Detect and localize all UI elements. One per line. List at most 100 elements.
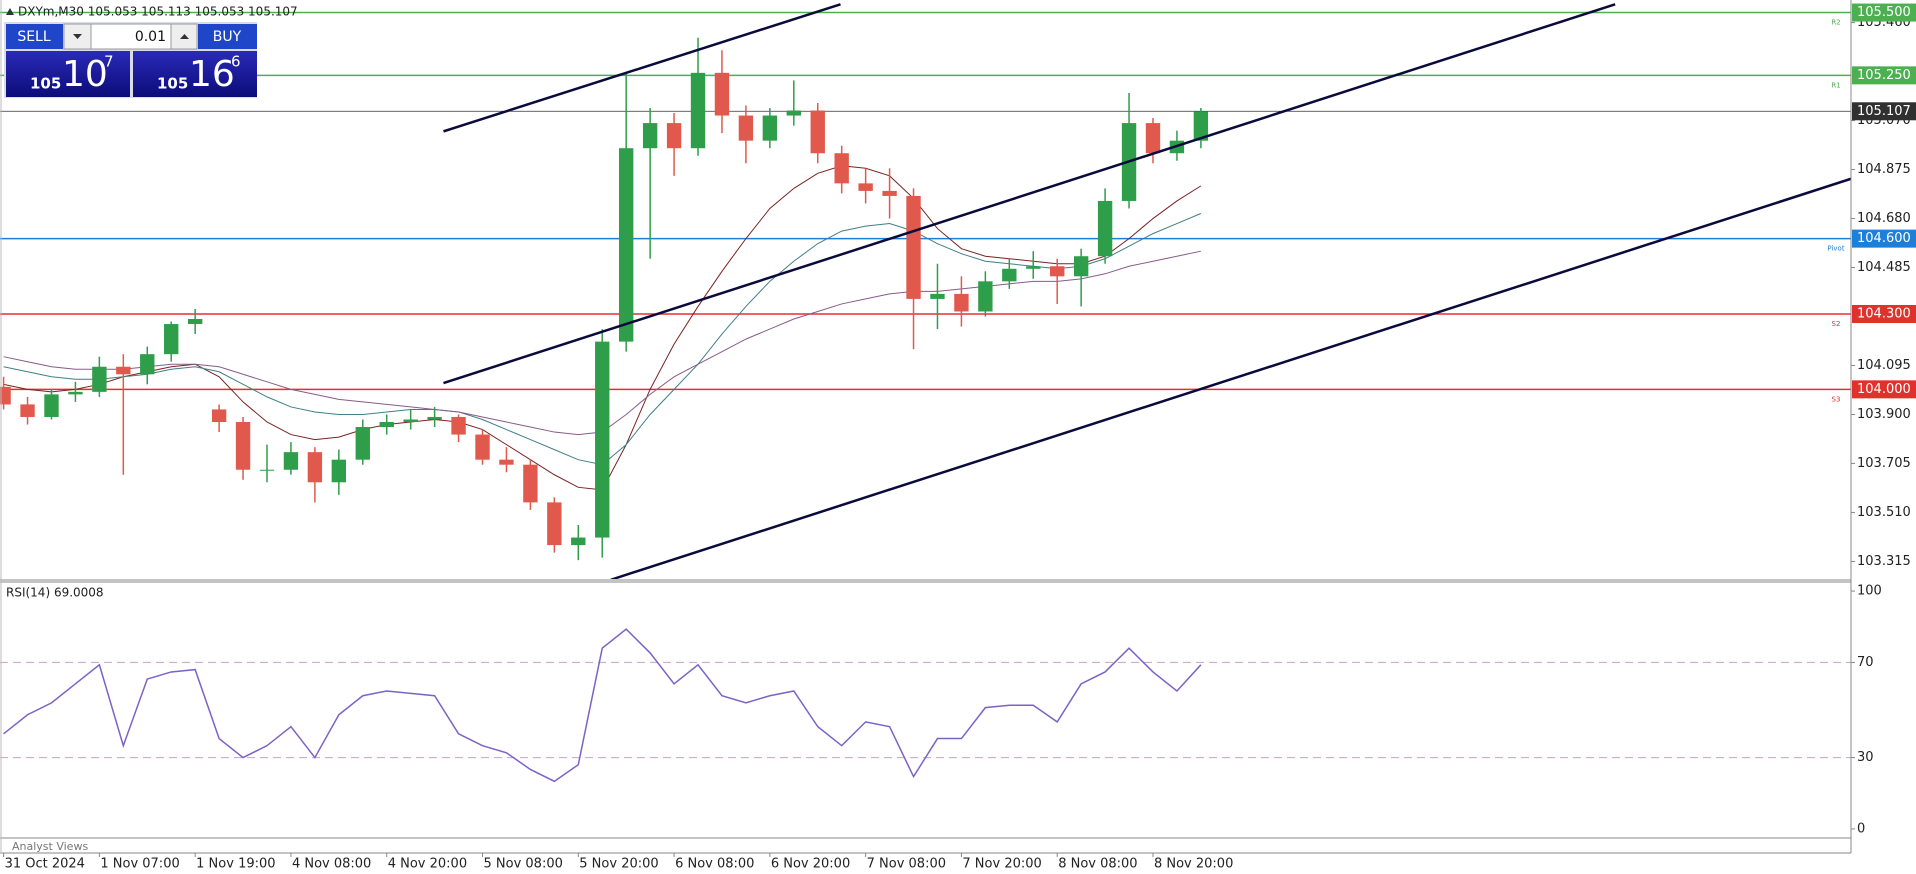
y-tick-label: 104.680: [1857, 211, 1911, 226]
buy-price-main: 16: [189, 54, 235, 95]
candle-body: [738, 115, 754, 141]
up-arrow: [180, 34, 189, 39]
candle-body: [44, 394, 59, 417]
candle-body: [666, 123, 682, 149]
buy-button[interactable]: [198, 24, 257, 49]
candle-body: [259, 469, 275, 471]
sell-price-big: 105: [30, 75, 61, 93]
candle-body: [331, 459, 347, 483]
x-tick-label: 1 Nov 19:00: [196, 857, 275, 872]
candle-body: [762, 115, 778, 141]
trendline: [443, 3, 1616, 385]
x-tick-label: 4 Nov 08:00: [292, 857, 371, 872]
sell-price-main: 10: [62, 54, 108, 95]
y-tick-label: 100: [1857, 584, 1882, 599]
x-tick-label: 8 Nov 08:00: [1058, 857, 1137, 872]
candle-body: [307, 452, 323, 483]
rsi-plot: RSI(14) 69.0008: [0, 586, 1851, 783]
level-tag: S2: [1832, 320, 1841, 328]
candle-body: [786, 110, 801, 116]
candle-body: [858, 183, 873, 191]
x-tick-label: 5 Nov 20:00: [579, 857, 658, 872]
level-price-label: 104.300: [1857, 306, 1911, 321]
y-tick-label: 103.315: [1857, 554, 1911, 569]
candle-body: [642, 123, 658, 149]
candle-body: [978, 281, 993, 312]
candle-body: [403, 419, 418, 423]
x-tick-label: 4 Nov 20:00: [388, 857, 467, 872]
candle-body: [0, 386, 11, 405]
candle-body: [68, 391, 83, 395]
candle-body: [954, 293, 969, 312]
y-tick-label: 104.485: [1857, 260, 1911, 275]
candle-body: [211, 409, 227, 423]
candle-body: [140, 354, 155, 375]
x-tick-label: 1 Nov 07:00: [100, 857, 179, 872]
candle-body: [499, 459, 514, 465]
level-price-box: [1852, 229, 1916, 248]
candle-body: [595, 341, 610, 538]
symbol-icon: [6, 8, 14, 15]
level-price-box: [1852, 66, 1916, 85]
level-tag: Pivot: [1827, 245, 1844, 253]
sell-button[interactable]: [6, 24, 63, 49]
candle-body: [355, 427, 370, 460]
candle-body: [1026, 266, 1041, 269]
y-tick-label: 103.705: [1857, 456, 1911, 471]
candle-body: [379, 422, 394, 428]
lot-field[interactable]: [90, 23, 172, 50]
candle-body: [714, 72, 730, 116]
level-price-box: [1852, 102, 1916, 121]
level-price-label: 105.107: [1857, 104, 1911, 119]
level-price-box: [1852, 3, 1916, 22]
candle-body: [1073, 256, 1089, 277]
level-price-label: 104.600: [1857, 231, 1911, 246]
x-tick-label: 31 Oct 2024: [5, 857, 85, 872]
trade-panel: SELL 0.01 BUY 105 10 7 105 16 6: [4, 22, 257, 98]
y-tick-label: 103.510: [1857, 505, 1911, 520]
candle-body: [164, 324, 179, 355]
candle-body: [235, 422, 251, 470]
level-price-box: [1852, 304, 1916, 323]
candle-body: [187, 319, 203, 325]
candle-body: [1002, 268, 1017, 282]
x-tick-label: 6 Nov 20:00: [771, 857, 850, 872]
down-arrow: [73, 34, 82, 39]
sell-price-box[interactable]: [6, 51, 130, 97]
y-tick-label: 103.900: [1857, 407, 1911, 422]
candle-body: [116, 366, 131, 375]
candle-body: [690, 72, 706, 149]
candle-body: [283, 452, 299, 470]
level-tag: R2: [1831, 19, 1840, 27]
candle-body: [834, 153, 849, 184]
level-price-box: [1852, 380, 1916, 399]
candle-body: [930, 293, 945, 299]
price-plot: [0, 3, 1851, 579]
trendline: [610, 177, 1851, 579]
x-tick-label: 6 Nov 08:00: [675, 857, 754, 872]
y-tick-label: 104.875: [1857, 162, 1911, 177]
footer-tab[interactable]: Analyst Views: [12, 840, 88, 853]
candle-body: [451, 416, 466, 435]
candle-body: [427, 416, 442, 420]
buy-price-big: 105: [157, 75, 188, 93]
x-tick-label: 8 Nov 20:00: [1154, 857, 1233, 872]
buy-price-sup: 6: [231, 53, 241, 71]
candle-body: [92, 366, 107, 392]
candle-body: [475, 434, 490, 460]
candle-body: [523, 464, 538, 503]
candle-body: [20, 404, 35, 417]
candle-body: [1193, 111, 1209, 141]
buy-price-box[interactable]: [133, 51, 257, 97]
level-price-label: 105.250: [1857, 68, 1911, 83]
y-tick-label: 30: [1857, 750, 1874, 765]
candle-body: [882, 190, 897, 196]
level-price-label: 105.500: [1857, 5, 1911, 20]
y-tick-label: 70: [1857, 655, 1874, 670]
level-tag: S3: [1832, 395, 1841, 403]
level-tag: R1: [1831, 81, 1840, 89]
sell-label: SELL: [17, 29, 51, 45]
y-tick-label: 0: [1857, 821, 1865, 836]
